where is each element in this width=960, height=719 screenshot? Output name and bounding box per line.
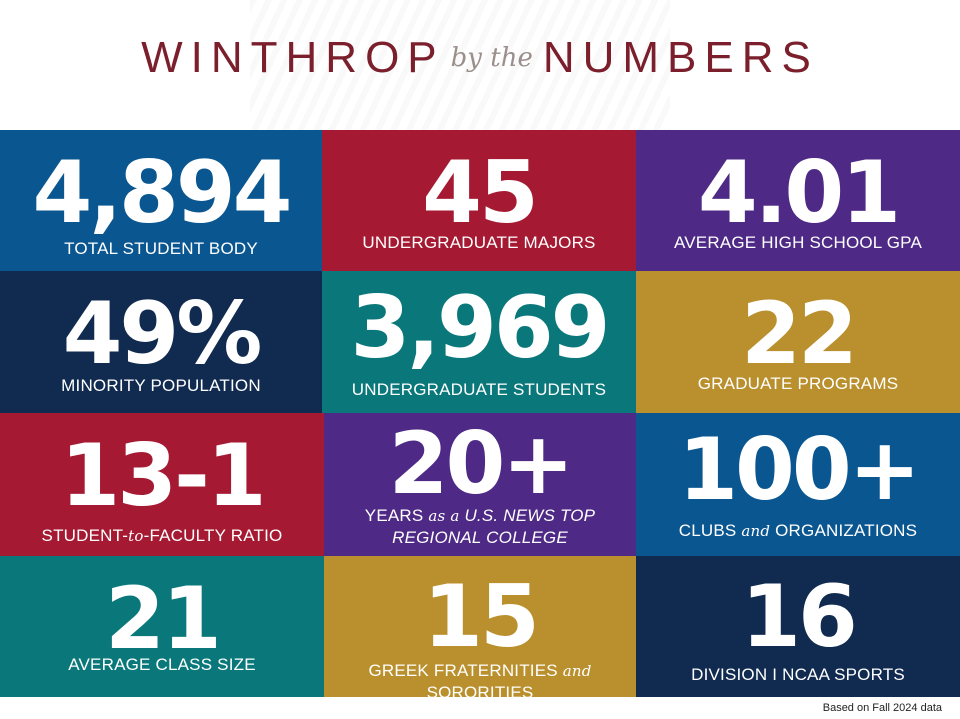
stat-tile-gpa: 4.01 AVERAGE HIGH SCHOOL GPA: [636, 130, 960, 271]
stat-value: 15: [423, 567, 540, 667]
stat-value: 16: [741, 567, 858, 667]
stat-label: MINORITY POPULATION: [61, 376, 261, 395]
stat-tile-us-news: 20+ YEARS as a U.S. NEWS TOP REGIONAL CO…: [324, 413, 636, 556]
stat-label: STUDENT-to-FACULTY RATIO: [41, 526, 283, 545]
stat-value: 45: [422, 143, 539, 243]
title-winthrop: WINTHROP: [141, 33, 445, 82]
stat-label: CLUBS and ORGANIZATIONS: [678, 521, 918, 540]
stat-value: 21: [105, 569, 222, 669]
stat-tile-ratio: 13-1 STUDENT-to-FACULTY RATIO: [0, 413, 324, 556]
stat-label: AVERAGE CLASS SIZE: [68, 655, 256, 674]
stat-value: 22: [741, 284, 858, 384]
stat-value: 3,969: [350, 278, 610, 378]
stat-label: UNDERGRADUATE MAJORS: [362, 233, 596, 252]
stat-value: 13-1: [60, 426, 266, 526]
stat-label: GRADUATE PROGRAMS: [697, 374, 899, 393]
stat-value: 20+: [388, 414, 575, 514]
stat-value: 49%: [62, 284, 263, 384]
stat-label: DIVISION I NCAA SPORTS: [691, 665, 905, 684]
stat-tile-class-size: 21 AVERAGE CLASS SIZE: [0, 556, 324, 697]
stat-label: GREEK FRATERNITIES and SORORITIES: [368, 661, 592, 702]
stat-tile-ncaa: 16 DIVISION I NCAA SPORTS: [636, 556, 960, 697]
background-watermark: [250, 0, 670, 130]
stat-label: YEARS as a U.S. NEWS TOP REGIONAL COLLEG…: [364, 506, 596, 547]
footnote: Based on Fall 2024 data: [822, 702, 942, 714]
stat-value: 4.01: [697, 143, 901, 243]
stat-label: AVERAGE HIGH SCHOOL GPA: [673, 233, 922, 252]
stat-tile-grad-programs: 22 GRADUATE PROGRAMS: [636, 271, 960, 413]
stat-value: 4,894: [32, 143, 292, 243]
stat-tile-minority: 49% MINORITY POPULATION: [0, 271, 322, 413]
stat-label: TOTAL STUDENT BODY: [64, 239, 258, 258]
stat-tile-majors: 45 UNDERGRADUATE MAJORS: [322, 130, 636, 271]
stat-tile-undergrads: 3,969 UNDERGRADUATE STUDENTS: [322, 271, 636, 413]
stat-tile-total-students: 4,894 TOTAL STUDENT BODY: [0, 130, 322, 271]
title-by-the: by the: [450, 43, 533, 73]
stat-label: UNDERGRADUATE STUDENTS: [351, 380, 607, 399]
stats-grid: 4,894 TOTAL STUDENT BODY 45 UNDERGRADUAT…: [0, 130, 960, 702]
stat-tile-greek: 15 GREEK FRATERNITIES and SORORITIES: [324, 556, 636, 702]
stat-value: 100+: [678, 420, 921, 520]
title-numbers: NUMBERS: [542, 33, 819, 82]
header: WINTHROP by the NUMBERS: [0, 0, 960, 130]
page-title: WINTHROP by the NUMBERS: [0, 28, 960, 88]
stat-tile-clubs: 100+ CLUBS and ORGANIZATIONS: [636, 413, 960, 556]
